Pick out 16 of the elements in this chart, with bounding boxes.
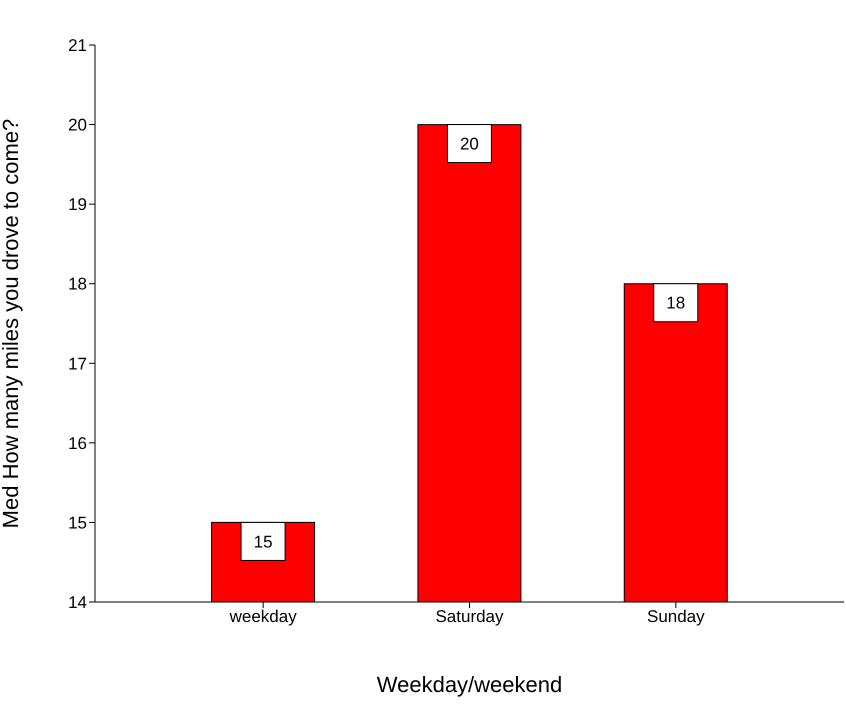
- data-label: 15: [254, 532, 273, 552]
- y-tick-label: 15: [68, 513, 87, 532]
- y-tick-label: 21: [68, 36, 87, 56]
- x-tick-label: weekday: [228, 607, 298, 626]
- y-tick-label: 18: [68, 274, 87, 294]
- x-axis-title: Weekday/weekend: [376, 672, 562, 697]
- x-tick-label: Sunday: [646, 607, 706, 626]
- y-tick-label: 20: [68, 116, 87, 135]
- y-tick-label: 16: [68, 434, 87, 453]
- x-tick-label: Saturday: [435, 607, 504, 626]
- y-axis-title: Med How many miles you drove to come?: [0, 118, 23, 528]
- data-label: 20: [460, 134, 479, 154]
- y-tick-label: 14: [68, 593, 87, 612]
- y-tick-label: 19: [68, 195, 87, 214]
- y-tick-label: 17: [68, 354, 87, 374]
- data-label: 18: [666, 294, 686, 313]
